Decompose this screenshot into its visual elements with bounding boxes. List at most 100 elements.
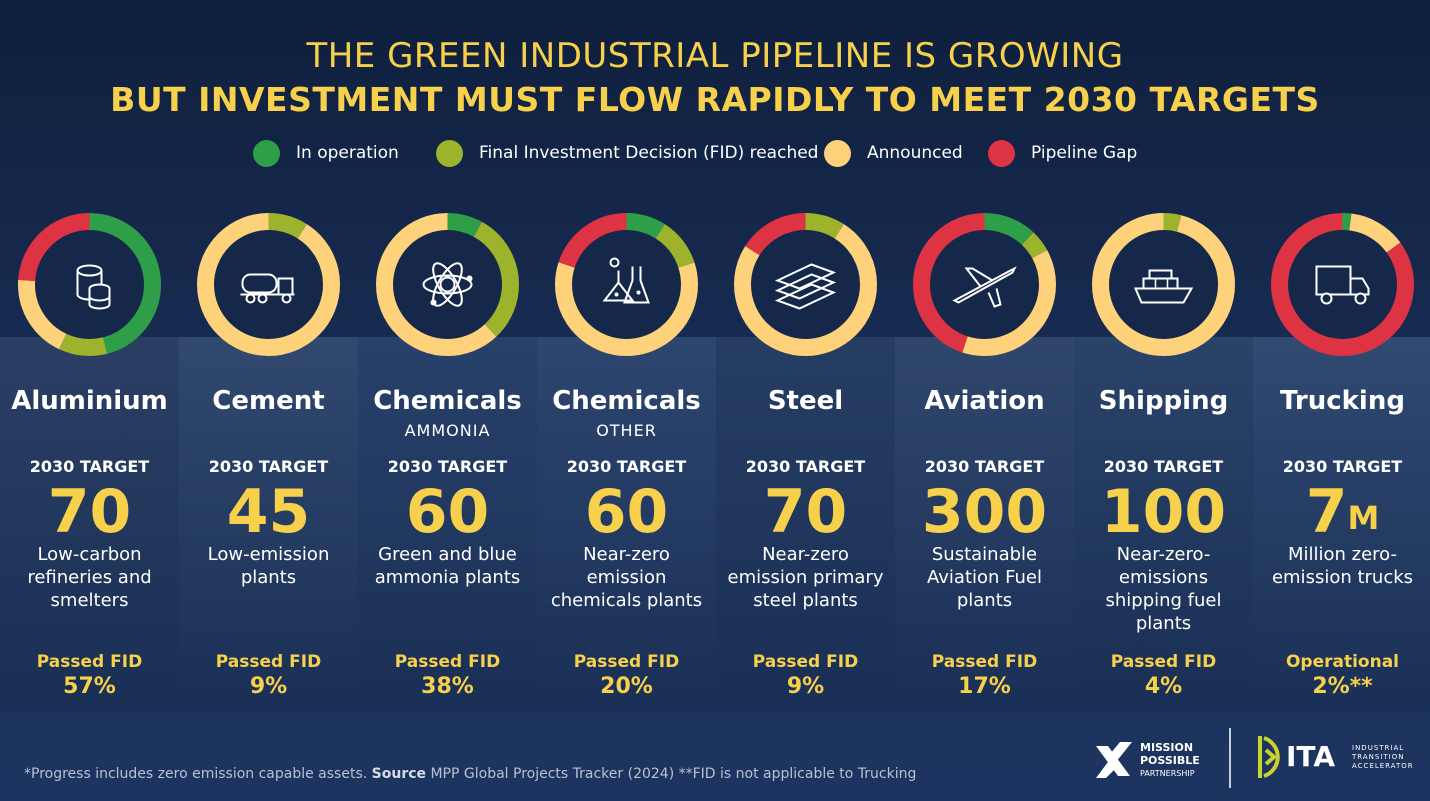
ammonia-molecule-icon: [422, 262, 473, 307]
fid-value: 17%: [958, 674, 1011, 699]
donut-segment-gap: [913, 213, 1056, 356]
title-line-2: BUT INVESTMENT MUST FLOW RAPIDLY TO MEET…: [110, 80, 1320, 119]
footnote-source-text: MPP Global Projects Tracker (2024) **FID…: [426, 766, 917, 782]
target-number: 70: [47, 477, 132, 547]
target-value: 60: [537, 476, 716, 548]
sector-column-aviation: Aviation 2030 TARGET 300 Sustainable Aviati…: [895, 0, 1074, 801]
target-number: 60: [584, 477, 669, 547]
cement-mixer-truck-icon: [240, 273, 295, 304]
sector-name: Chemicals: [373, 386, 522, 416]
donut-segment-announced: [913, 213, 1056, 356]
target-label: 2030 TARGET: [29, 457, 150, 476]
legend-label: In operation: [296, 143, 399, 163]
donut-chart: [1092, 213, 1235, 356]
legend-dot-announced: [824, 139, 851, 167]
donut-segment-announced: [376, 213, 519, 356]
target-description: Low-emission plants: [207, 544, 330, 588]
fid-value: 20%: [600, 674, 653, 699]
target-value: 100: [1074, 476, 1253, 548]
donut-segment-fid: [18, 213, 161, 356]
sector-column-chemicals-ammonia: Chemicals AMMONIA 2030 TARGET 60 Green and b…: [358, 0, 537, 801]
target-number: 300: [921, 477, 1048, 547]
donut-segment-gap: [734, 213, 877, 356]
target-label: 2030 TARGET: [566, 457, 687, 476]
sector-name: Steel: [767, 386, 844, 416]
target-value: 7M: [1253, 476, 1430, 548]
legend-item-pipeline-gap: Pipeline Gap: [988, 138, 1137, 168]
fid-value: 57%: [63, 674, 116, 699]
donut-center: [1288, 230, 1397, 339]
target-suffix: M: [1347, 499, 1380, 537]
sector-background: [179, 337, 358, 711]
sector-background: [358, 337, 537, 711]
mpp-line-2: POSSIBLE: [1140, 754, 1200, 767]
sector-background: [0, 337, 179, 711]
sector-column-aluminium: Aluminium 2030 TARGET 70 Low-carbon refiner…: [0, 0, 179, 801]
target-value: 60: [358, 476, 537, 548]
donut-segment-announced: [1092, 213, 1235, 356]
legend-item-in-operation: In operation: [253, 138, 399, 168]
donut-chart: [913, 213, 1056, 356]
donut-segment-announced: [197, 213, 340, 356]
ita-logo: ITA INDUSTRIAL TRANSITION ACCELERATOR: [1256, 732, 1413, 782]
target-description: Near-zero-emissions shipping fuel plants: [1105, 544, 1222, 634]
target-number: 100: [1100, 477, 1227, 547]
footnote: *Progress includes zero emission capable…: [24, 766, 916, 782]
donut-center: [572, 230, 681, 339]
container-ship-icon: [1133, 269, 1194, 304]
target-value: 70: [716, 476, 895, 548]
donut-chart: [18, 213, 161, 356]
fid-label: Passed FID: [1110, 652, 1217, 672]
ita-chevron-icon: [1258, 736, 1280, 778]
donut-center: [1109, 230, 1218, 339]
donut-center: [751, 230, 860, 339]
target-label: 2030 TARGET: [1103, 457, 1224, 476]
donut-chart: [376, 213, 519, 356]
sector-name: Trucking: [1280, 386, 1405, 416]
sector-background: [537, 337, 716, 711]
fid-label: Passed FID: [573, 652, 680, 672]
donut-chart: [555, 213, 698, 356]
donut-segment-gap: [18, 213, 161, 356]
donut-chart: [734, 213, 877, 356]
fid-label: Passed FID: [931, 652, 1038, 672]
target-label: 2030 TARGET: [1282, 457, 1403, 476]
target-number: 60: [405, 477, 490, 547]
footnote-text: *Progress includes zero emission capable…: [24, 766, 372, 782]
legend-label: Pipeline Gap: [1031, 143, 1138, 163]
sector-column-trucking: Trucking 2030 TARGET 7M Million zero-emissi…: [1253, 0, 1430, 801]
mpp-line-1: MISSION: [1140, 741, 1194, 754]
sector-background: [895, 337, 1074, 711]
sector-column-cement: Cement 2030 TARGET 45 Low-emission plants Pa…: [179, 0, 358, 801]
fid-value: 2%**: [1312, 674, 1373, 699]
target-description: Million zero-emission trucks: [1271, 544, 1414, 588]
fid-value: 4%: [1144, 674, 1183, 699]
title-line-1: THE GREEN INDUSTRIAL PIPELINE IS GROWING: [306, 36, 1124, 76]
sector-subtitle: AMMONIA: [404, 421, 491, 440]
fid-value: 9%: [786, 674, 825, 699]
donut-center: [35, 230, 144, 339]
mpp-cross-icon: [1096, 742, 1132, 778]
legend-dot-fid: [436, 139, 463, 167]
airplane-icon: [952, 266, 1017, 308]
mission-possible-partnership-logo: MISSION POSSIBLE PARTNERSHIP: [1092, 738, 1222, 782]
steel-beams-icon: [774, 263, 837, 310]
footnote-source-label: Source: [371, 766, 427, 782]
target-description: Green and blue ammonia plants: [374, 544, 521, 588]
legend-item-announced: Announced: [824, 138, 963, 168]
legend-item-fid: Final Investment Decision (FID) reached: [436, 138, 818, 168]
truck-icon: [1315, 265, 1370, 305]
sector-background: [1253, 337, 1430, 711]
donut-chart: [197, 213, 340, 356]
legend-dot-pipeline-gap: [988, 139, 1015, 167]
donut-center: [214, 230, 323, 339]
donut-segment-gap: [1271, 213, 1414, 356]
sector-name: Chemicals: [552, 386, 701, 416]
target-value: 45: [179, 476, 358, 548]
donut-chart: [1271, 213, 1414, 356]
sector-column-chemicals-other: Chemicals OTHER 2030 TARGET 60 Near-zero emi…: [537, 0, 716, 801]
fid-label: Passed FID: [215, 652, 322, 672]
mpp-line-3: PARTNERSHIP: [1140, 769, 1195, 778]
donut-segment-announced: [734, 213, 877, 356]
